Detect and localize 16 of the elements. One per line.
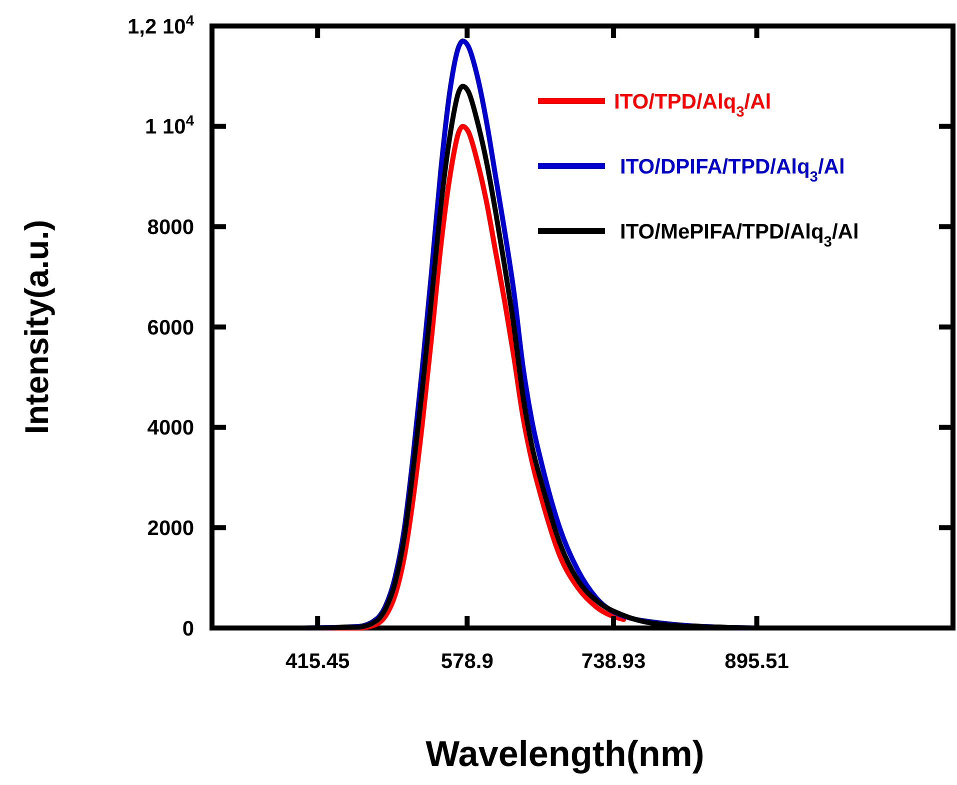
y-tick-label: 6000 — [147, 316, 194, 340]
y-tick-label: 0 — [182, 617, 194, 640]
x-tick-label: 738.93 — [581, 650, 646, 673]
legend-label: ITO/TPD/Alq$_{3}$/Al — [614, 90, 772, 120]
y-tick-label: 4000 — [147, 416, 194, 440]
y-tick-label: 2000 — [147, 517, 194, 540]
x-tick-label: 578.9 — [440, 650, 494, 673]
x-tick-label: 895.51 — [724, 650, 790, 673]
x-axis-title: Wavelength(nm) — [426, 733, 704, 774]
y-tick-label: 1,2 10$^{4}$ — [127, 13, 195, 38]
legend-label: ITO/MePIFA/TPD/Alq$_{3}$/Al — [620, 220, 859, 250]
y-tick-label: 1 10$^{4}$ — [144, 114, 195, 139]
legend-label: ITO/DPIFA/TPD/Alq$_{3}$/Al — [620, 155, 845, 186]
y-tick-label: 8000 — [147, 216, 194, 240]
x-tick-label: 415.45 — [286, 650, 350, 673]
y-axis-title: Intensity(a.u.) — [18, 220, 55, 434]
